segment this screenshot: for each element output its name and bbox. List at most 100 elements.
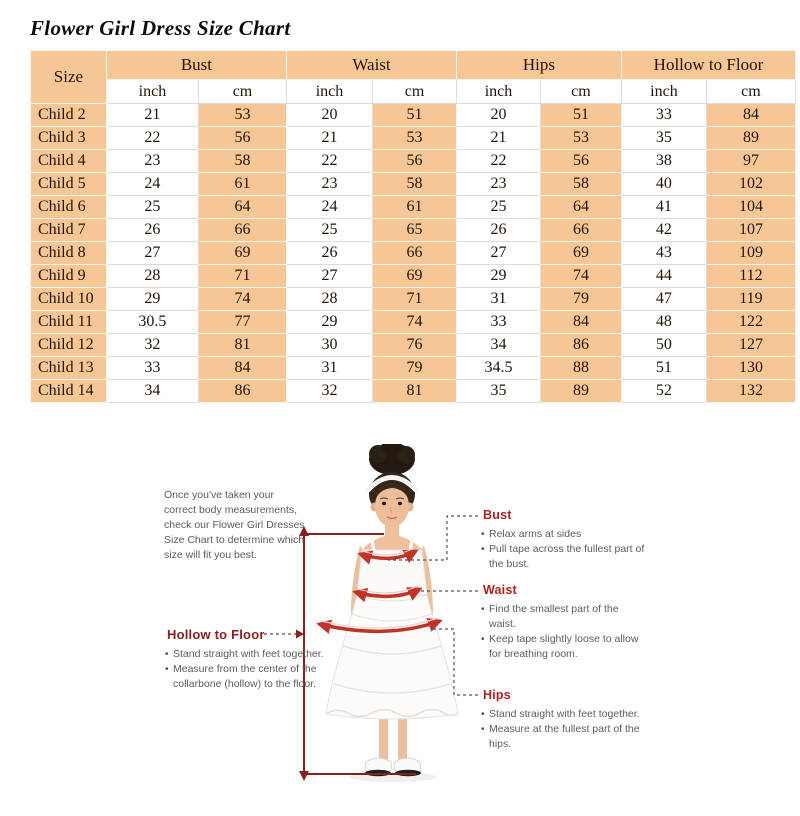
value-cell: 27 xyxy=(456,241,541,265)
value-cell: 89 xyxy=(705,126,797,150)
girl-legs xyxy=(379,706,407,762)
value-cell: 21 xyxy=(105,103,199,127)
value-cell: 130 xyxy=(705,356,797,380)
guide-bullet: Measure at the fullest part of the hips. xyxy=(480,722,645,752)
value-cell: 56 xyxy=(197,126,288,150)
value-cell: 50 xyxy=(620,333,707,357)
hips-connector xyxy=(432,628,478,696)
value-cell: 28 xyxy=(105,264,199,288)
value-cell: 122 xyxy=(705,310,797,334)
value-cell: 79 xyxy=(372,356,457,380)
value-cell: 58 xyxy=(197,149,288,173)
value-cell: 76 xyxy=(372,333,457,357)
value-cell: 28 xyxy=(286,287,373,311)
intro-text: Once you've taken your correct body meas… xyxy=(164,489,305,561)
value-cell: 64 xyxy=(539,195,622,219)
value-cell: 26 xyxy=(456,218,541,242)
guide-section-hollow-to-floor: Hollow to Floor Stand straight with feet… xyxy=(164,627,324,692)
table-row: Child 8 27 69 26 66 27 69 43 109 xyxy=(30,241,797,265)
value-cell: 30.5 xyxy=(105,310,199,334)
page-title: Flower Girl Dress Size Chart xyxy=(30,16,291,40)
bust-bullet-list: Relax arms at sidesPull tape across the … xyxy=(480,527,645,572)
size-cell: Child 8 xyxy=(30,241,107,265)
hips-bullet-list: Stand straight with feet together.Measur… xyxy=(480,707,645,752)
hollow-bullet-list: Stand straight with feet together.Measur… xyxy=(164,647,324,692)
table-row: Child 4 23 58 22 56 22 56 38 97 xyxy=(30,149,797,173)
value-cell: 66 xyxy=(539,218,622,242)
value-cell: 43 xyxy=(620,241,707,265)
hips-tape-arrow xyxy=(316,617,443,634)
guide-bullet: Stand straight with feet together. xyxy=(164,647,324,662)
guide-bullet: Measure from the center of the collarbon… xyxy=(164,662,324,692)
value-cell: 38 xyxy=(620,149,707,173)
value-cell: 35 xyxy=(620,126,707,150)
value-cell: 48 xyxy=(620,310,707,334)
value-cell: 47 xyxy=(620,287,707,311)
guide-section-waist: Waist Find the smallest part of the wais… xyxy=(480,582,645,662)
value-cell: 22 xyxy=(456,149,541,173)
value-cell: 81 xyxy=(197,333,288,357)
waist-heading: Waist xyxy=(483,583,517,597)
value-cell: 24 xyxy=(286,195,373,219)
value-cell: 23 xyxy=(105,149,199,173)
hollow-connector-arrow xyxy=(296,629,304,639)
value-cell: 51 xyxy=(372,103,457,127)
value-cell: 53 xyxy=(372,126,457,150)
unit-header: inch xyxy=(105,79,199,104)
value-cell: 51 xyxy=(539,103,622,127)
size-cell: Child 14 xyxy=(30,379,107,403)
group-header-bust: Bust xyxy=(105,50,288,80)
value-cell: 77 xyxy=(197,310,288,334)
girl-head xyxy=(365,444,419,527)
value-cell: 33 xyxy=(456,310,541,334)
value-cell: 21 xyxy=(286,126,373,150)
value-cell: 34 xyxy=(456,333,541,357)
unit-header: cm xyxy=(197,79,288,104)
girl-neck-chest xyxy=(361,518,423,551)
value-cell: 34.5 xyxy=(456,356,541,380)
hollow-to-floor-heading: Hollow to Floor xyxy=(167,627,265,642)
value-cell: 35 xyxy=(456,379,541,403)
guide-section-hips: Hips Stand straight with feet together.M… xyxy=(480,687,645,752)
value-cell: 58 xyxy=(372,172,457,196)
value-cell: 25 xyxy=(105,195,199,219)
unit-header: cm xyxy=(705,79,797,104)
bust-tape-arrow xyxy=(357,549,419,565)
value-cell: 29 xyxy=(105,287,199,311)
unit-header: inch xyxy=(456,79,541,104)
value-cell: 52 xyxy=(620,379,707,403)
table-row: Child 10 29 74 28 71 31 79 47 119 xyxy=(30,287,797,311)
value-cell: 53 xyxy=(539,126,622,150)
value-cell: 69 xyxy=(197,241,288,265)
value-cell: 53 xyxy=(197,103,288,127)
guide-bullet: Find the smallest part of the waist. xyxy=(480,602,645,632)
table-row: Child 14 34 86 32 81 35 89 52 132 xyxy=(30,379,797,403)
value-cell: 22 xyxy=(105,126,199,150)
value-cell: 104 xyxy=(705,195,797,219)
table-row: Child 11 30.5 77 29 74 33 84 48 122 xyxy=(30,310,797,334)
value-cell: 127 xyxy=(705,333,797,357)
value-cell: 34 xyxy=(105,379,199,403)
value-cell: 64 xyxy=(197,195,288,219)
size-chart-table: Size Bust Waist Hips Hollow to Floor inc… xyxy=(30,50,797,403)
bust-heading: Bust xyxy=(483,508,512,522)
girl-illustration xyxy=(264,444,478,782)
table-row: Child 12 32 81 30 76 34 86 50 127 xyxy=(30,333,797,357)
value-cell: 27 xyxy=(105,241,199,265)
value-cell: 71 xyxy=(197,264,288,288)
value-cell: 102 xyxy=(705,172,797,196)
value-cell: 56 xyxy=(372,149,457,173)
value-cell: 20 xyxy=(286,103,373,127)
value-cell: 132 xyxy=(705,379,797,403)
value-cell: 107 xyxy=(705,218,797,242)
value-cell: 88 xyxy=(539,356,622,380)
value-cell: 66 xyxy=(372,241,457,265)
table-row: Child 3 22 56 21 53 21 53 35 89 xyxy=(30,126,797,150)
size-cell: Child 7 xyxy=(30,218,107,242)
size-cell: Child 6 xyxy=(30,195,107,219)
value-cell: 61 xyxy=(372,195,457,219)
value-cell: 32 xyxy=(105,333,199,357)
value-cell: 61 xyxy=(197,172,288,196)
guide-bullet: Keep tape slightly loose to allow for br… xyxy=(480,632,645,662)
table-row: Child 2 21 53 20 51 20 51 33 84 xyxy=(30,103,797,127)
